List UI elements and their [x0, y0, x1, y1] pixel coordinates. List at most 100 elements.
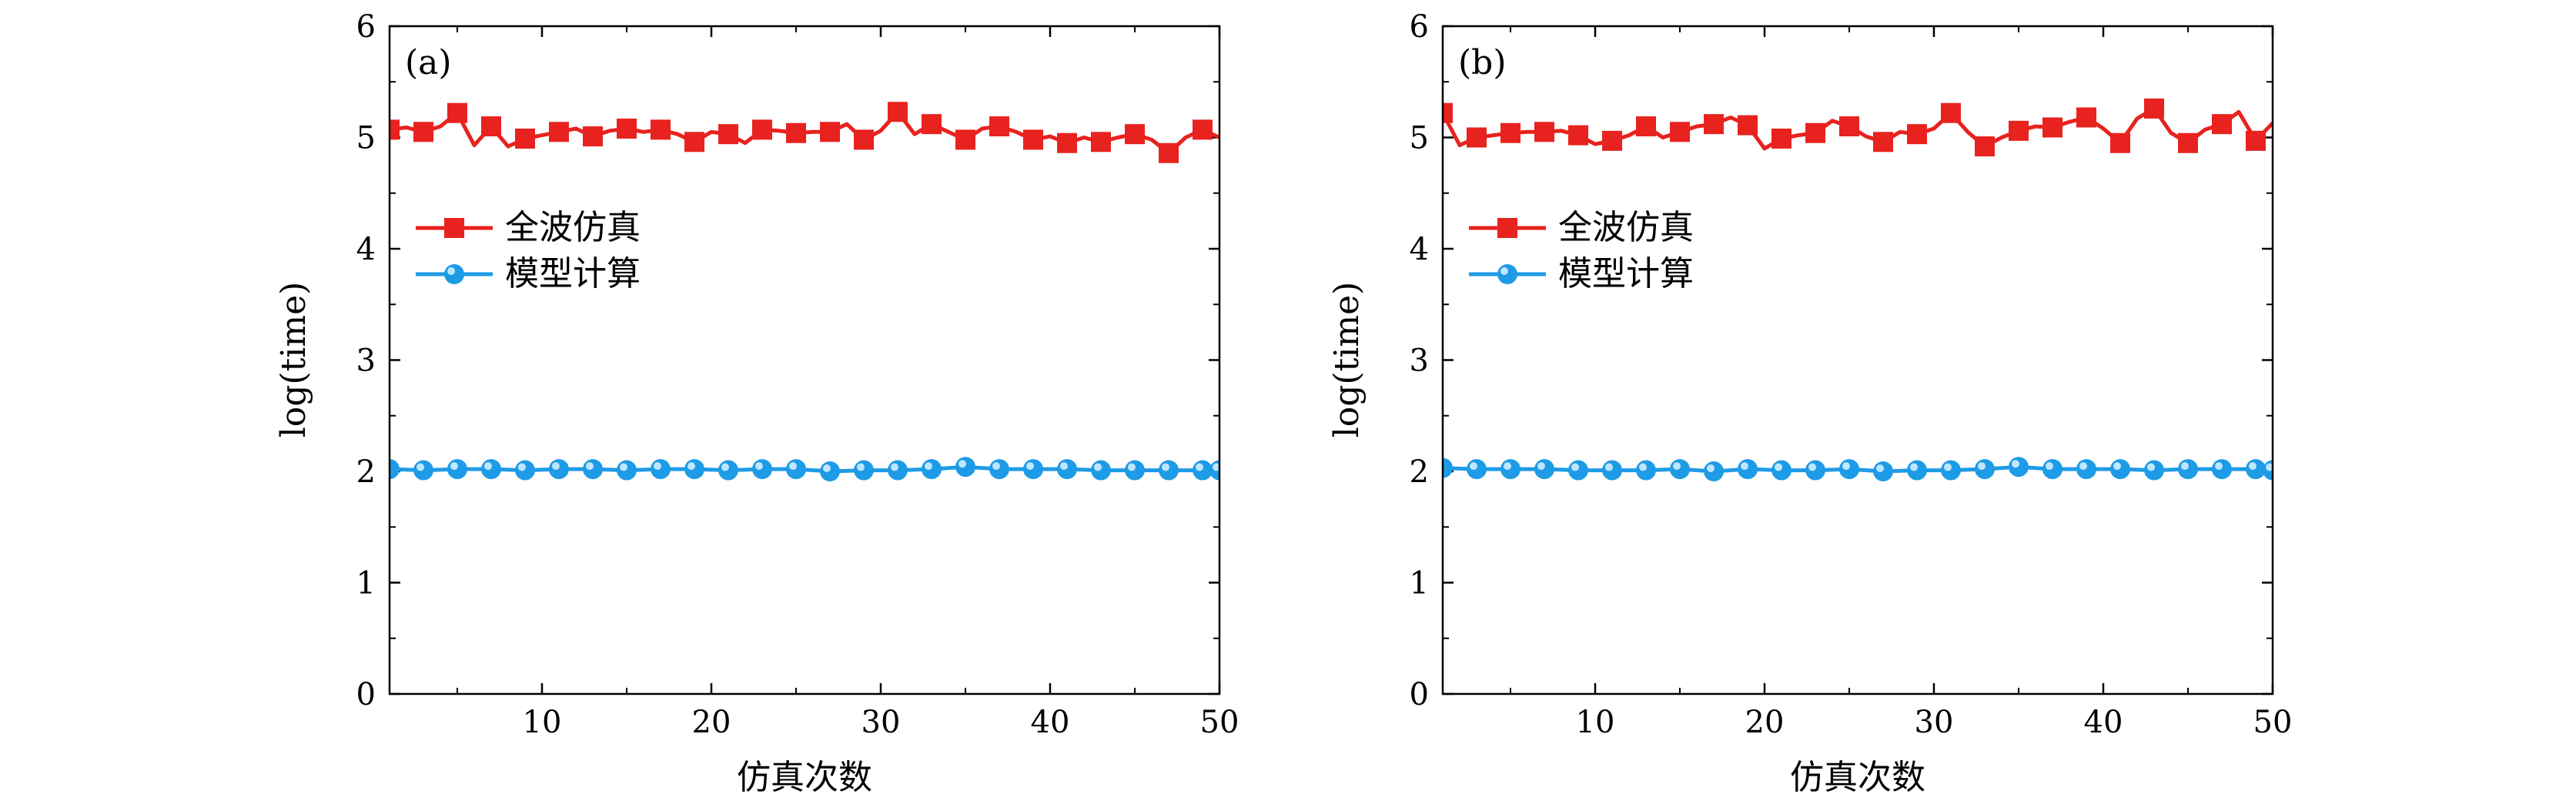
full-wave-data-point [617, 118, 637, 139]
model-marker-highlight [1741, 462, 1748, 471]
full-wave-data-point [2076, 107, 2096, 128]
y-tick-label: 0 [356, 677, 376, 712]
model-data-point [413, 460, 433, 481]
model-marker-highlight [1944, 463, 1952, 471]
full-wave-data-point [1159, 142, 1179, 163]
panel-a-legend: 全波仿真 模型计算 [416, 208, 641, 293]
model-marker-circle [583, 459, 603, 480]
model-marker-circle [1500, 459, 1521, 480]
model-data-point [1670, 459, 1690, 480]
model-marker-circle [1091, 460, 1111, 481]
model-marker-highlight [755, 462, 763, 471]
full-wave-data-point [2246, 130, 2266, 151]
full-wave-data-point [989, 116, 1009, 137]
full-wave-data-point [2009, 120, 2029, 141]
full-wave-data-point [888, 102, 908, 122]
model-marker-highlight [687, 462, 695, 471]
model-marker-highlight [518, 463, 526, 471]
model-data-point [1057, 459, 1077, 480]
model-data-point [481, 459, 501, 480]
model-data-point [1771, 460, 1791, 481]
model-marker-circle [1636, 460, 1656, 481]
model-data-point [1159, 460, 1179, 481]
model-data-point [1209, 460, 1219, 481]
model-marker-highlight [1910, 463, 1918, 471]
model-marker-circle [515, 460, 535, 481]
panel-a-frame [388, 25, 1221, 695]
y-tick-label: 1 [356, 566, 376, 602]
model-marker-circle [1738, 459, 1758, 480]
model-data-point [2246, 459, 2266, 480]
model-marker-circle [1941, 460, 1961, 481]
model-marker-highlight [2012, 460, 2019, 468]
model-marker-highlight [789, 462, 797, 471]
model-marker-highlight [1196, 463, 1203, 471]
model-marker-circle [752, 459, 772, 480]
model-marker-circle [390, 459, 400, 480]
model-marker-highlight [1060, 462, 1068, 471]
y-tick-label: 4 [1410, 232, 1429, 267]
y-tick-label: 1 [1410, 566, 1429, 602]
model-marker-circle [549, 459, 569, 480]
full-wave-data-point [390, 119, 400, 140]
model-marker-circle [2042, 459, 2062, 480]
model-marker-circle [1771, 460, 1791, 481]
x-tick-label: 10 [523, 705, 562, 740]
model-marker-highlight [1876, 464, 1884, 472]
model-marker-circle [413, 460, 433, 481]
model-data-point [617, 460, 637, 481]
panel-b-ylabel: log(time) [1327, 282, 1367, 438]
model-marker-highlight [1775, 463, 1782, 471]
model-data-point [1467, 459, 1487, 480]
panel-b-frame [1441, 25, 2274, 695]
full-wave-data-point [1023, 129, 1043, 150]
full-wave-data-point [1568, 125, 1588, 146]
y-tick-label: 0 [1410, 677, 1429, 712]
model-marker-highlight [2266, 463, 2273, 471]
model-marker-circle [1975, 459, 1995, 480]
model-marker-circle [2178, 459, 2198, 480]
model-data-point [888, 460, 908, 481]
x-tick-label: 20 [1745, 705, 1785, 740]
full-wave-data-point [447, 102, 467, 123]
model-data-point [2110, 459, 2130, 480]
model-marker-highlight [857, 463, 865, 471]
model-marker-highlight [925, 462, 932, 471]
model-marker-circle [1907, 460, 1927, 481]
full-wave-data-point [718, 124, 738, 145]
model-data-point [786, 459, 806, 480]
model-marker-highlight [2249, 462, 2257, 471]
model-marker-highlight [2079, 462, 2087, 471]
full-wave-data-point [2144, 98, 2164, 119]
panel-a-ticks: 0 1 2 3 4 5 6 10 20 30 40 50 [356, 9, 1239, 740]
model-marker-circle [1467, 459, 1487, 480]
model-marker-circle [1602, 460, 1622, 481]
full-wave-data-point [1873, 132, 1893, 152]
full-wave-data-point [1839, 116, 1859, 137]
full-wave-data-point [752, 119, 772, 140]
x-tick-label: 40 [2084, 705, 2123, 740]
panel-a-xlabel: 仿真次数 [737, 758, 872, 797]
full-wave-data-point [1057, 132, 1077, 153]
model-data-point [684, 459, 704, 480]
panel-a-legend-label-full-wave: 全波仿真 [505, 208, 641, 247]
model-data-point [1975, 459, 1995, 480]
legend-circle-marker [1497, 264, 1517, 284]
model-data-point [989, 459, 1009, 480]
x-tick-label: 50 [1200, 705, 1239, 740]
full-wave-data-point [922, 114, 942, 135]
x-tick-label: 40 [1031, 705, 1070, 740]
model-data-point [1568, 460, 1588, 481]
model-data-point [1941, 460, 1961, 481]
model-marker-highlight [1213, 463, 1219, 471]
model-marker-highlight [586, 462, 594, 471]
panel-b: 0 1 2 3 4 5 6 10 20 30 40 50 (b) 仿真次数 log(time) 全波仿… [1327, 9, 2292, 797]
model-marker-circle [1873, 461, 1893, 481]
model-marker-highlight [620, 463, 627, 471]
model-data-point [718, 460, 738, 481]
model-marker-circle [854, 460, 874, 481]
panel-a-label: (a) [405, 43, 452, 82]
panel-b-xlabel: 仿真次数 [1790, 758, 1925, 797]
model-marker-circle [684, 459, 704, 480]
panel-b-legend-label-full-wave: 全波仿真 [1558, 208, 1694, 247]
